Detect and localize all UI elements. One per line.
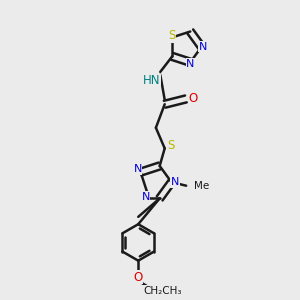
Text: CH₂CH₃: CH₂CH₃ (143, 286, 182, 296)
Text: N: N (141, 192, 150, 202)
Text: S: S (167, 139, 174, 152)
Text: N: N (134, 164, 142, 174)
Text: O: O (189, 92, 198, 105)
Text: N: N (199, 42, 207, 52)
Text: O: O (134, 271, 143, 284)
Text: Me: Me (194, 181, 209, 191)
Text: S: S (169, 29, 176, 42)
Text: N: N (171, 177, 179, 187)
Text: N: N (186, 59, 194, 69)
Text: HN: HN (143, 74, 160, 87)
